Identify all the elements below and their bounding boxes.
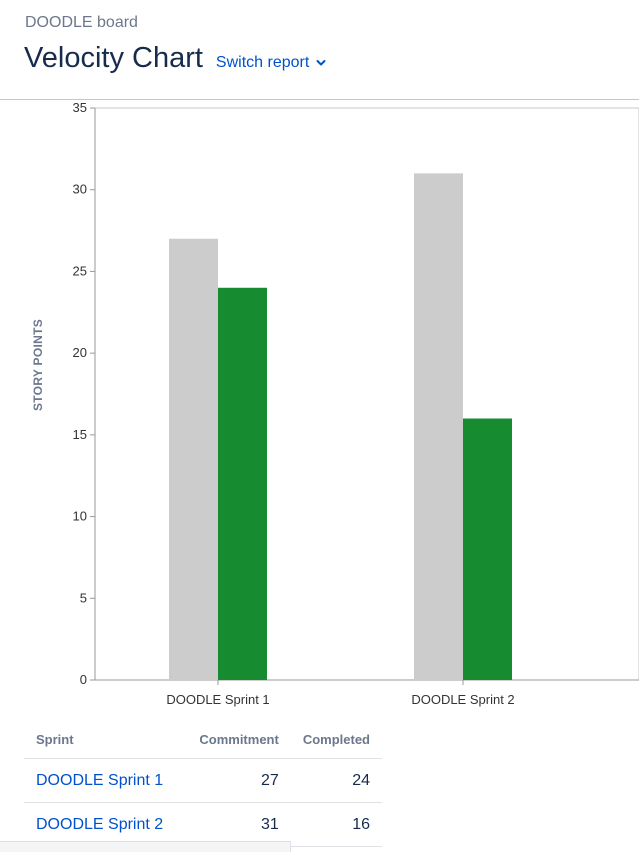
column-header-sprint: Sprint bbox=[24, 720, 188, 759]
sprint-link[interactable]: DOODLE Sprint 1 bbox=[36, 771, 164, 789]
switch-report-button[interactable]: Switch report bbox=[216, 54, 327, 72]
bar-completed[interactable] bbox=[463, 418, 512, 680]
chart-bars bbox=[169, 173, 512, 680]
switch-report-label: Switch report bbox=[215, 54, 310, 71]
column-header-completed: Completed bbox=[290, 720, 382, 759]
bar-commitment[interactable] bbox=[169, 238, 218, 680]
y-axis-label: STORY POINTS bbox=[31, 319, 45, 411]
title-row: Velocity Chart Switch report bbox=[24, 42, 327, 75]
table-row: DOODLE Sprint 2 31 16 bbox=[24, 802, 382, 847]
y-tick-label: 0 bbox=[80, 672, 87, 687]
y-tick-label: 20 bbox=[73, 345, 87, 360]
page-title: Velocity Chart bbox=[24, 42, 203, 74]
header-divider bbox=[0, 99, 639, 100]
completed-cell: 24 bbox=[290, 758, 382, 803]
y-tick-label: 5 bbox=[80, 590, 87, 605]
x-category-label: DOODLE Sprint 2 bbox=[411, 692, 514, 707]
chevron-down-icon bbox=[316, 60, 326, 66]
completed-cell: 16 bbox=[290, 802, 382, 847]
status-bar bbox=[0, 841, 291, 852]
x-category-labels: DOODLE Sprint 1 DOODLE Sprint 2 bbox=[166, 692, 514, 707]
commitment-cell: 27 bbox=[187, 758, 291, 803]
y-tick-labels: 0 5 10 15 20 25 30 35 bbox=[73, 100, 87, 687]
column-header-commitment: Commitment bbox=[187, 720, 291, 759]
x-category-label: DOODLE Sprint 1 bbox=[166, 692, 269, 707]
board-name: DOODLE board bbox=[25, 14, 138, 31]
bar-completed[interactable] bbox=[218, 287, 267, 680]
bar-commitment[interactable] bbox=[414, 173, 463, 680]
table-header-row: Sprint Commitment Completed bbox=[24, 720, 382, 759]
commitment-cell: 31 bbox=[187, 802, 291, 847]
table-row: DOODLE Sprint 1 27 24 bbox=[24, 758, 382, 803]
y-tick-label: 15 bbox=[73, 427, 87, 442]
sprint-link[interactable]: DOODLE Sprint 2 bbox=[36, 815, 164, 833]
sprint-name-cell: DOODLE Sprint 2 bbox=[24, 802, 188, 847]
y-tick-label: 25 bbox=[73, 263, 87, 278]
sprint-name-cell: DOODLE Sprint 1 bbox=[24, 758, 188, 803]
y-tick-label: 10 bbox=[73, 509, 87, 524]
y-tick-label: 35 bbox=[73, 100, 87, 115]
sprint-table: Sprint Commitment Completed DOODLE Sprin… bbox=[24, 720, 382, 847]
y-tick-label: 30 bbox=[73, 182, 87, 197]
